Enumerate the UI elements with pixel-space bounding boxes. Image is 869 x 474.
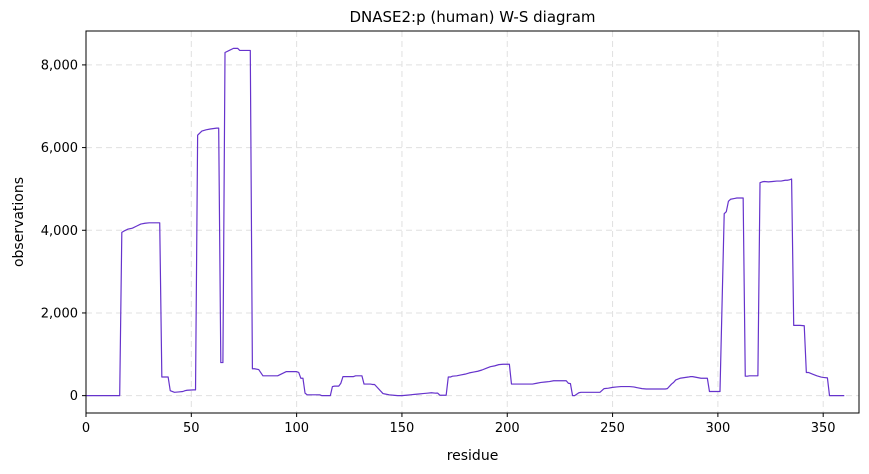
y-tick-label: 8,000 — [41, 58, 78, 73]
series-layer — [86, 47, 845, 397]
x-tick-label: 300 — [705, 421, 730, 436]
y-tick-label: 2,000 — [41, 306, 78, 321]
y-tick-label: 0 — [70, 389, 78, 404]
x-tick-label: 200 — [495, 421, 520, 436]
grid — [85, 31, 859, 413]
x-axis: 0 50 100 150 200 250 300 350 — [82, 413, 836, 436]
y-axis: 0 2,000 4,000 6,000 8,000 — [41, 58, 86, 404]
x-tick-label: 0 — [82, 421, 90, 436]
x-tick-label: 250 — [600, 421, 625, 436]
plot-frame — [85, 30, 860, 414]
x-tick-label: 150 — [390, 421, 415, 436]
x-axis-title: residue — [447, 448, 499, 464]
y-tick-label: 6,000 — [41, 141, 78, 156]
x-tick-label: 100 — [284, 421, 309, 436]
y-tick-label: 4,000 — [41, 224, 78, 239]
series-line — [86, 47, 845, 397]
chart-title: DNASE2:p (human) W-S diagram — [349, 8, 595, 26]
x-tick-label: 350 — [811, 421, 836, 436]
x-tick-label: 50 — [183, 421, 200, 436]
y-axis-title: observations — [11, 177, 27, 267]
